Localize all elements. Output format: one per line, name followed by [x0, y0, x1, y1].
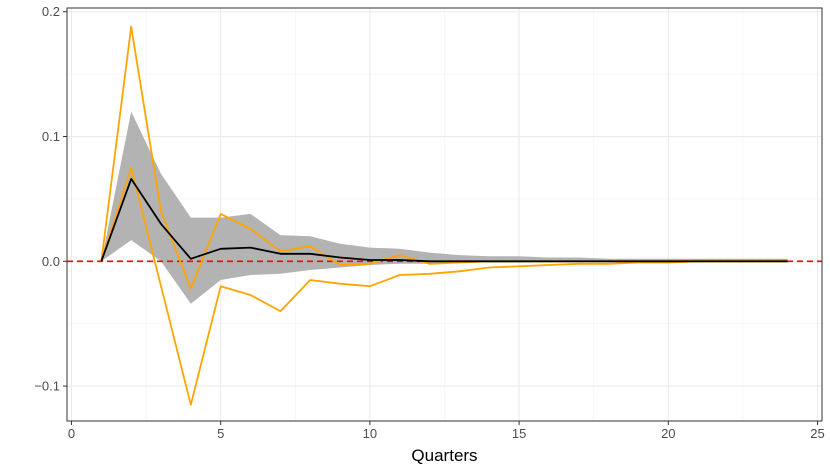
x-tick-label: 20 — [661, 426, 675, 441]
x-tick-label: 10 — [363, 426, 377, 441]
series-layer — [100, 25, 788, 406]
x-tick-labels: 0 5 10 15 20 25 — [68, 426, 825, 441]
x-tick-label: 15 — [512, 426, 526, 441]
x-tick-label: 25 — [810, 426, 824, 441]
x-axis-title: Quarters — [411, 446, 477, 465]
y-tick-label: 0.2 — [42, 4, 60, 19]
confidence-band — [101, 111, 788, 304]
axis-ticks — [63, 11, 819, 425]
minor-gridlines — [67, 8, 822, 421]
y-tick-label: 0.0 — [42, 254, 60, 269]
series-line-3 — [100, 166, 788, 406]
x-tick-label: 0 — [68, 426, 75, 441]
confidence-band-layer — [101, 111, 788, 304]
series-line-1 — [100, 177, 788, 263]
y-tick-label: 0.1 — [42, 129, 60, 144]
x-tick-label: 5 — [217, 426, 224, 441]
y-tick-labels: −0.1 0.0 0.1 0.2 — [34, 4, 60, 393]
major-gridlines — [67, 8, 822, 421]
y-tick-label: −0.1 — [34, 379, 60, 394]
panel-border — [66, 7, 823, 422]
